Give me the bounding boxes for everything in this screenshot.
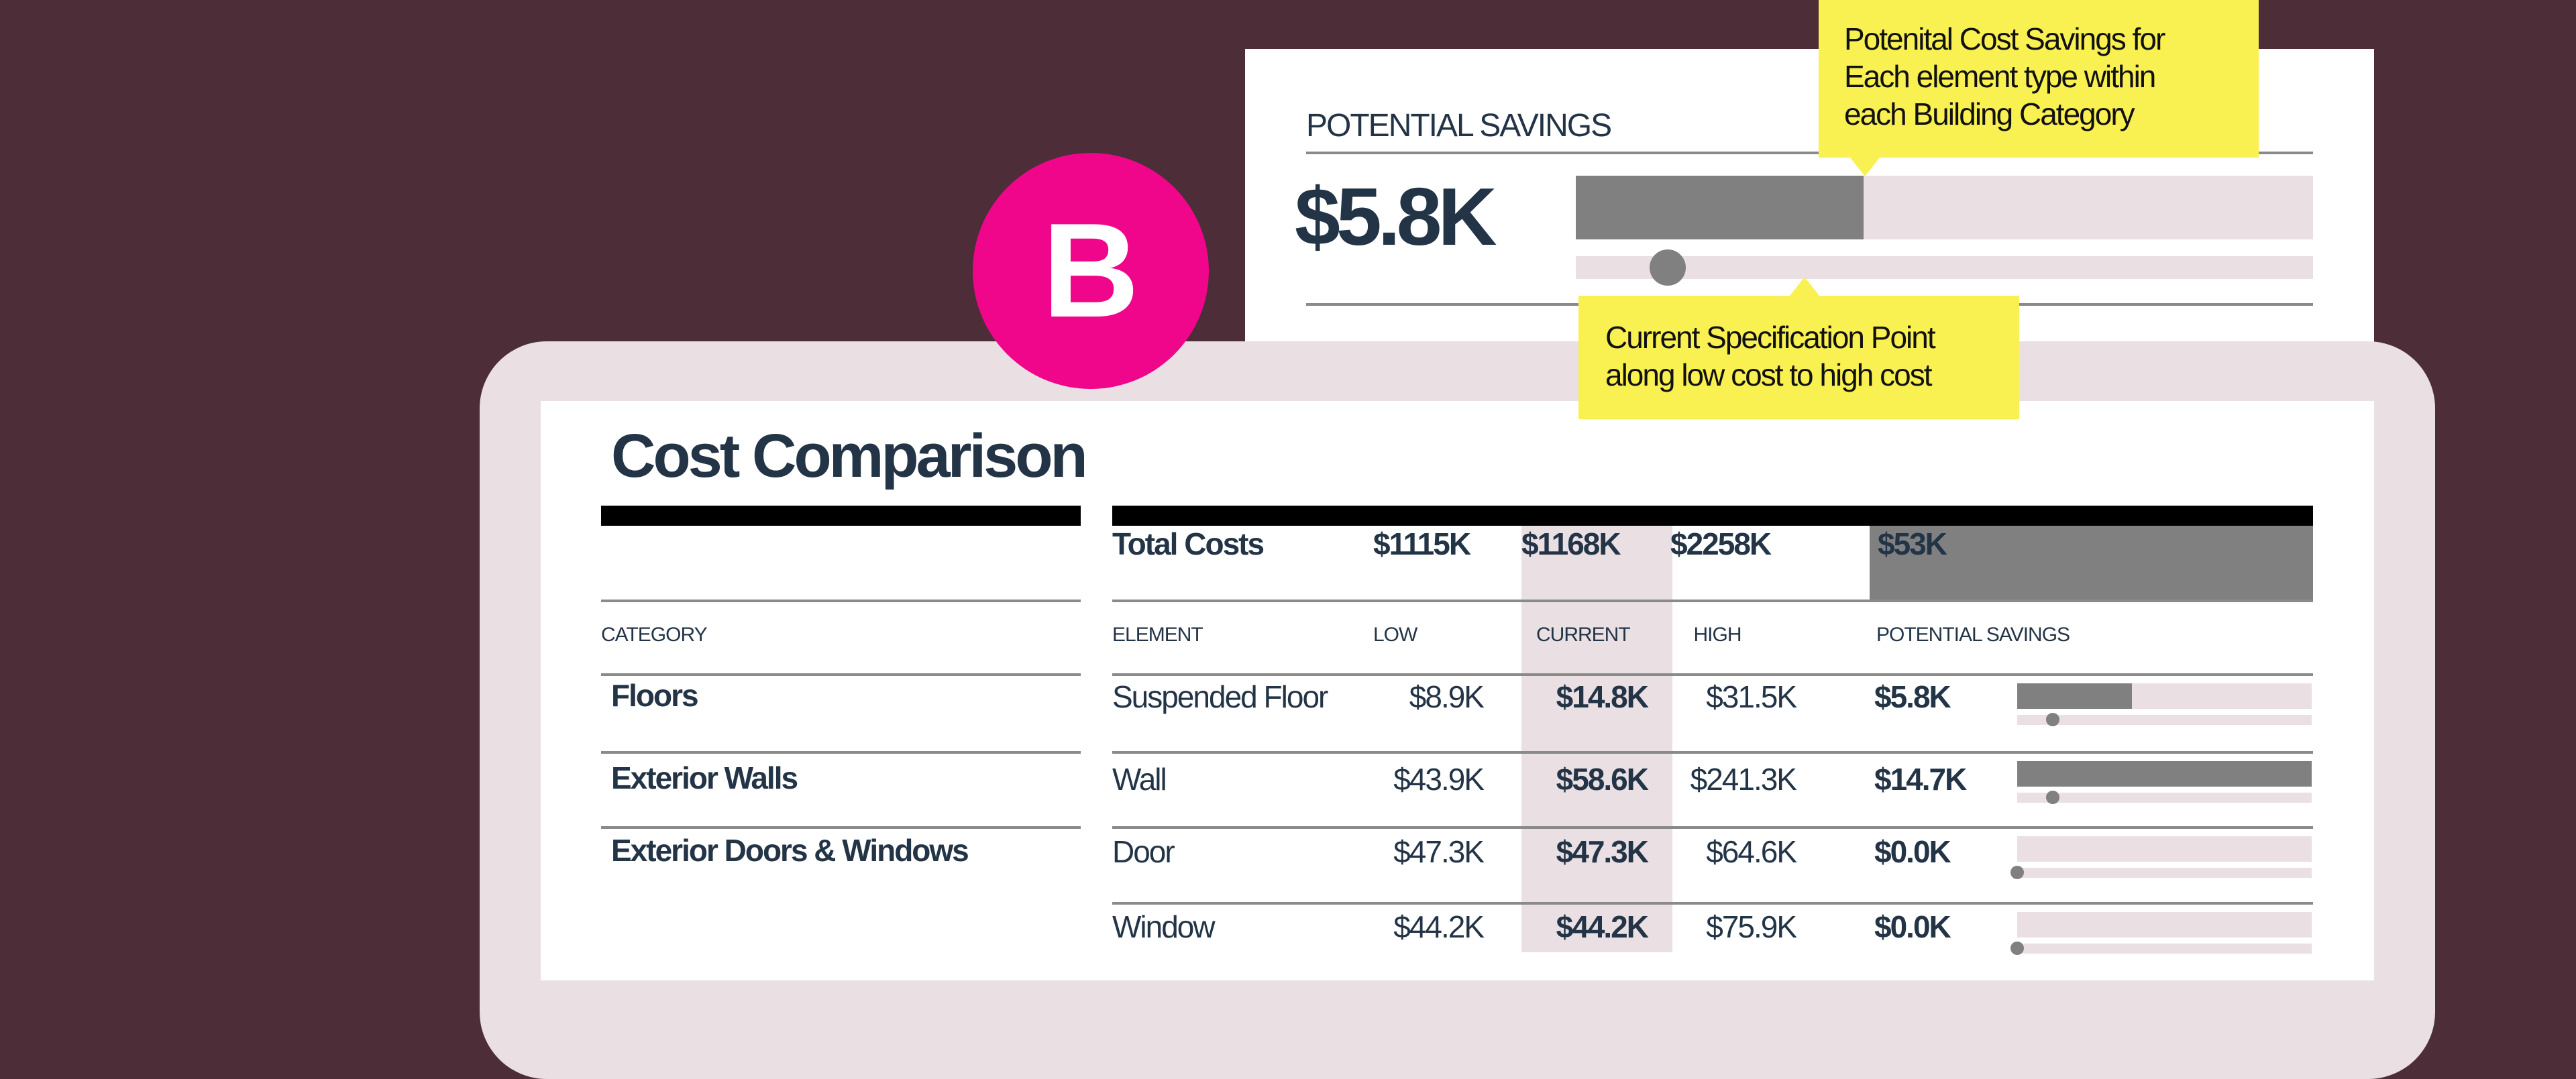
total-low: $1115K bbox=[1373, 526, 1471, 561]
spec-point-marker bbox=[2010, 942, 2024, 955]
header-potential-savings: POTENTIAL SAVINGS bbox=[1876, 624, 2070, 646]
divider bbox=[601, 673, 1081, 676]
savings-callout-text: Potenital Cost Savings for Each element … bbox=[1844, 21, 2165, 131]
spec-point-track bbox=[2017, 713, 2312, 726]
low-cost: $43.9K bbox=[1393, 762, 1485, 797]
spec-point-callout: Current Specification Point along low co… bbox=[1578, 277, 2019, 419]
savings-bar-track bbox=[2017, 836, 2312, 862]
current-cost: $14.8K bbox=[1556, 679, 1649, 714]
element-name: Window bbox=[1112, 909, 1216, 944]
savings-bar-track bbox=[2017, 761, 2312, 787]
divider bbox=[1112, 600, 2313, 602]
divider bbox=[1112, 826, 2313, 829]
divider bbox=[1112, 902, 2313, 905]
divider bbox=[601, 600, 1081, 602]
potential-savings-title: POTENTIAL SAVINGS bbox=[1306, 108, 1612, 144]
savings-bar-fill bbox=[1576, 176, 1864, 239]
high-cost: $75.9K bbox=[1706, 909, 1797, 944]
divider bbox=[1112, 751, 2313, 754]
element-name: Suspended Floor bbox=[1112, 679, 1328, 714]
element-name: Door bbox=[1112, 834, 1175, 869]
cost-comparison-title: Cost Comparison bbox=[611, 422, 1088, 490]
potential-savings: $0.0K bbox=[1874, 834, 1951, 869]
divider bbox=[601, 826, 1081, 829]
spec-point-marker bbox=[2045, 713, 2059, 726]
spec-point-track bbox=[1576, 249, 2313, 286]
header-current: CURRENT bbox=[1536, 624, 1631, 646]
spec-point-track bbox=[2010, 942, 2312, 955]
header-element: ELEMENT bbox=[1112, 624, 1203, 646]
divider bbox=[1306, 152, 2313, 154]
high-cost: $31.5K bbox=[1706, 679, 1797, 714]
section-badge: B bbox=[973, 153, 1209, 389]
potential-savings-value: $5.8K bbox=[1295, 171, 1497, 262]
spec-point-marker bbox=[2010, 866, 2024, 879]
savings-bar-fill bbox=[2017, 761, 2312, 787]
total-high: $2258K bbox=[1670, 526, 1772, 561]
high-cost: $64.6K bbox=[1706, 834, 1797, 869]
header-rule-right bbox=[1112, 506, 2313, 526]
potential-savings: $14.7K bbox=[1874, 762, 1967, 797]
current-cost: $44.2K bbox=[1556, 909, 1649, 944]
current-column-highlight bbox=[1521, 526, 1672, 952]
total-savings: $53K bbox=[1878, 526, 1947, 561]
total-savings-box bbox=[1870, 526, 2313, 601]
header-rule-left bbox=[601, 506, 1081, 526]
current-cost: $47.3K bbox=[1556, 834, 1649, 869]
callout-pointer bbox=[1850, 158, 1880, 176]
high-cost: $241.3K bbox=[1690, 762, 1797, 797]
current-cost: $58.6K bbox=[1556, 762, 1649, 797]
header-low: LOW bbox=[1373, 624, 1417, 646]
savings-callout: Potenital Cost Savings for Each element … bbox=[1819, 0, 2259, 176]
spec-point-track bbox=[2017, 791, 2312, 804]
low-cost: $44.2K bbox=[1393, 909, 1485, 944]
callout-pointer bbox=[1790, 277, 1819, 296]
spec-point-track bbox=[2010, 866, 2312, 879]
total-current: $1168K bbox=[1521, 526, 1621, 561]
category-exterior-doors-windows: Exterior Doors & Windows bbox=[611, 833, 969, 868]
low-cost: $8.9K bbox=[1409, 679, 1485, 714]
divider bbox=[601, 751, 1081, 754]
category-floors: Floors bbox=[611, 678, 699, 713]
header-category: CATEGORY bbox=[601, 624, 708, 646]
spec-point-marker bbox=[1650, 249, 1686, 286]
element-name: Wall bbox=[1112, 762, 1167, 797]
divider bbox=[1112, 673, 2313, 676]
spec-point-callout-text: Current Specification Point along low co… bbox=[1605, 320, 1936, 392]
header-high: HIGH bbox=[1693, 624, 1742, 646]
low-cost: $47.3K bbox=[1393, 834, 1485, 869]
totals-label: Total Costs bbox=[1112, 526, 1265, 561]
spec-point-marker bbox=[2045, 791, 2059, 804]
savings-bar-track bbox=[2017, 683, 2312, 709]
potential-savings: $0.0K bbox=[1874, 909, 1951, 944]
potential-savings: $5.8K bbox=[1874, 679, 1951, 714]
category-exterior-walls: Exterior Walls bbox=[611, 760, 798, 795]
savings-bar-track bbox=[2017, 912, 2312, 938]
savings-bar-track bbox=[1576, 176, 2313, 239]
savings-bar-fill bbox=[2017, 683, 2133, 709]
